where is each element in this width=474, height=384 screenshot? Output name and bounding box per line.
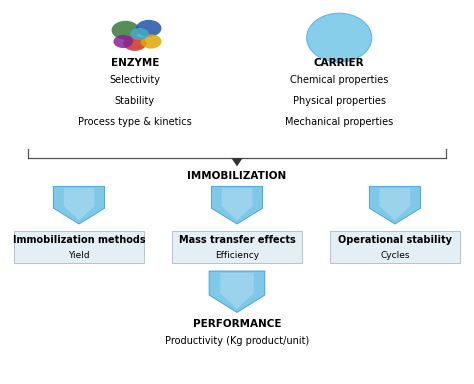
Text: Operational stability: Operational stability — [338, 235, 452, 245]
Polygon shape — [380, 188, 410, 220]
Ellipse shape — [130, 28, 149, 40]
Polygon shape — [222, 188, 252, 220]
Text: Physical properties: Physical properties — [292, 96, 386, 106]
Text: Productivity (Kg product/unit): Productivity (Kg product/unit) — [165, 336, 309, 346]
Text: Cycles: Cycles — [380, 251, 410, 260]
Text: Efficiency: Efficiency — [215, 251, 259, 260]
Text: PERFORMANCE: PERFORMANCE — [193, 319, 281, 329]
FancyBboxPatch shape — [330, 230, 460, 263]
Ellipse shape — [113, 35, 133, 48]
Ellipse shape — [136, 20, 162, 37]
Polygon shape — [211, 186, 263, 224]
Text: ENZYME: ENZYME — [110, 58, 159, 68]
Ellipse shape — [123, 36, 146, 51]
Ellipse shape — [307, 13, 372, 62]
Text: Chemical properties: Chemical properties — [290, 75, 388, 85]
Text: Selectivity: Selectivity — [109, 75, 160, 85]
Polygon shape — [64, 188, 94, 220]
FancyBboxPatch shape — [172, 230, 302, 263]
Polygon shape — [209, 271, 265, 313]
Polygon shape — [220, 273, 254, 309]
Text: Immobilization methods: Immobilization methods — [13, 235, 146, 245]
Text: IMMOBILIZATION: IMMOBILIZATION — [187, 171, 287, 181]
Text: Process type & kinetics: Process type & kinetics — [78, 117, 191, 127]
Text: CARRIER: CARRIER — [314, 58, 365, 68]
Text: Stability: Stability — [115, 96, 155, 106]
Polygon shape — [54, 186, 105, 224]
Ellipse shape — [141, 34, 162, 49]
Text: Mass transfer effects: Mass transfer effects — [179, 235, 295, 245]
FancyBboxPatch shape — [14, 230, 144, 263]
Text: Mechanical properties: Mechanical properties — [285, 117, 393, 127]
Ellipse shape — [111, 21, 139, 40]
Polygon shape — [369, 186, 420, 224]
Polygon shape — [231, 158, 243, 166]
Text: Yield: Yield — [68, 251, 90, 260]
